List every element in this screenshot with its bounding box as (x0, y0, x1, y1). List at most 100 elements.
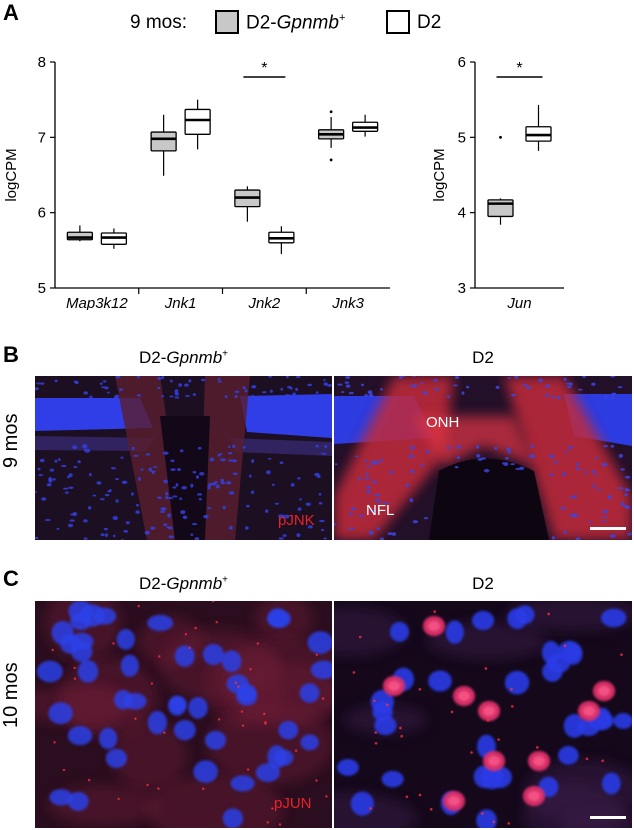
speck (620, 653, 623, 656)
speck (470, 751, 473, 754)
speck (418, 687, 422, 691)
speck (51, 648, 54, 652)
speck (53, 741, 56, 744)
y-tick-label: 3 (458, 280, 466, 297)
speck (429, 808, 433, 811)
box-map3k12-d2 (100, 228, 128, 249)
legend-prefix: 9 mos: (130, 12, 188, 33)
speck (486, 718, 490, 722)
speck (385, 703, 389, 707)
onh-fibers (414, 416, 534, 466)
legend-gray-label: D2-Gpnmb+ (246, 12, 345, 34)
speck (188, 646, 191, 650)
y-tick-label: 6 (38, 205, 46, 222)
panel-c-stain-label: pJUN (274, 795, 312, 812)
speck (450, 710, 454, 714)
box-jnk3-gpnmb (317, 110, 345, 162)
panel-c-left-title-sup: + (222, 574, 228, 586)
panel-b-right-title: D2 (472, 348, 494, 367)
layer-band (35, 436, 155, 451)
speck (217, 718, 221, 721)
x-tick-label: Jun (506, 295, 531, 310)
box-body (184, 108, 211, 135)
haze (207, 703, 332, 785)
nerve-bundle-right (200, 376, 250, 540)
speck (484, 667, 488, 670)
speck (358, 635, 362, 639)
speck (601, 759, 604, 763)
panel-c-scale-bar (590, 816, 626, 819)
speck (399, 726, 402, 730)
speck (62, 768, 66, 772)
speck (212, 601, 215, 603)
nuclei (334, 444, 632, 540)
panel-c-left-title-main: D2- (139, 574, 167, 593)
panel-b-stain-label: pJNK (278, 512, 315, 529)
nuclei (337, 605, 632, 828)
legend-gray-label-gene: Gpnmb (276, 12, 339, 34)
haze (506, 601, 632, 632)
speck (263, 712, 266, 716)
y-axis-label: logCPM (3, 148, 20, 201)
x-tick-label: Jnk3 (331, 295, 364, 310)
optic-nerve-head (429, 458, 549, 540)
speck (321, 697, 325, 700)
speck (202, 787, 205, 791)
box-jun-gpnmb (487, 135, 514, 225)
speck (117, 797, 120, 801)
speck (315, 653, 319, 656)
speck (433, 610, 436, 613)
chart-jnk-genes: 5 6 7 8 logCPM Map3k12 Jnk1 Jnk2 * Jnk3 (3, 54, 390, 310)
box-jun-d2 (525, 104, 552, 151)
nuclei-top (35, 376, 332, 399)
significance-star: * (516, 60, 522, 77)
haze (334, 606, 407, 657)
x-tick-label: Jnk1 (164, 295, 197, 310)
legend-gray-label-main: D2- (246, 12, 277, 34)
x-tick-label: Jnk2 (248, 295, 281, 310)
panel-b-image-left (35, 376, 332, 540)
box-jnk3-d2 (351, 114, 379, 137)
speck (194, 626, 197, 630)
panel-c-image-right (334, 601, 632, 828)
panel-b-scale-bar (590, 527, 626, 530)
panel-b-left-title-gene: Gpnmb (166, 348, 223, 367)
panel-b-onh-label: ONH (426, 414, 460, 431)
speck (418, 793, 422, 797)
x-tick-label: Map3k12 (66, 295, 128, 310)
panel-letter-b: B (3, 342, 19, 367)
box-map3k12-gpnmb (66, 225, 94, 242)
y-axis-label: logCPM (431, 148, 448, 201)
nerve-bundle-right (504, 376, 632, 540)
legend-gray-swatch (215, 10, 239, 34)
haze (61, 683, 126, 730)
speck (510, 688, 513, 691)
outlier-point (329, 110, 333, 114)
speck (134, 717, 137, 720)
y-tick-label: 6 (458, 54, 466, 71)
speck (585, 757, 589, 761)
speck (497, 738, 500, 741)
speck (266, 821, 270, 824)
panel-b-left-title-main: D2- (139, 348, 167, 367)
speck (481, 812, 484, 815)
speck (146, 783, 149, 787)
haze (112, 721, 188, 791)
y-tick-label: 7 (38, 129, 46, 146)
panel-c-left-title-gene: Gpnmb (166, 574, 223, 593)
speck (73, 677, 77, 680)
box-jnk2-gpnmb (234, 186, 261, 222)
speck (373, 699, 376, 703)
nuclei-top (337, 376, 623, 400)
retina-layer-right (240, 394, 332, 438)
speck (507, 822, 511, 825)
speck (240, 710, 244, 713)
speck (234, 681, 237, 685)
panel-b-left-title-sup: + (222, 348, 228, 360)
speck (215, 620, 218, 624)
speck (150, 682, 154, 685)
significance-star: * (261, 60, 267, 77)
panel-c-image-left (35, 601, 332, 828)
speck (264, 722, 267, 725)
panel-b-nfl-label: NFL (366, 502, 395, 519)
